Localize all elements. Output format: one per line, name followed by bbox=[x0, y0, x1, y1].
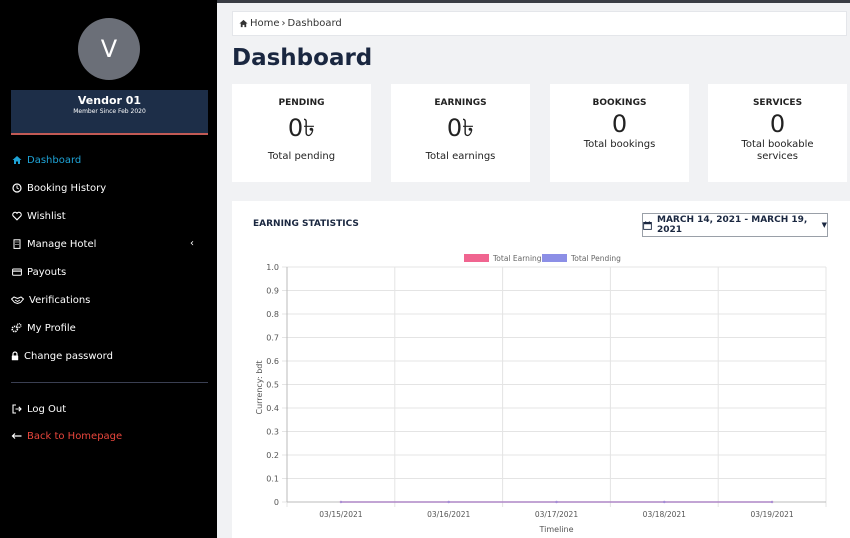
y-tick-label: 1.0 bbox=[266, 263, 279, 272]
sidebar-divider bbox=[11, 382, 208, 383]
sidebar-item-label: Change password bbox=[24, 350, 113, 362]
breadcrumb-current: Dashboard bbox=[287, 18, 342, 29]
sidebar-item-log-out[interactable]: Log Out bbox=[11, 401, 66, 417]
data-point bbox=[339, 500, 343, 504]
data-point bbox=[555, 500, 558, 504]
x-tick-label: 03/16/2021 bbox=[427, 510, 470, 519]
bookings-card: BOOKINGS 0 Total bookings bbox=[550, 84, 689, 182]
sidebar-item-my-profile[interactable]: My Profile bbox=[11, 320, 76, 336]
vendor-card: Vendor 01 Member Since Feb 2020 bbox=[11, 90, 208, 135]
handshake-icon bbox=[11, 295, 24, 306]
y-tick-label: 0.3 bbox=[266, 428, 279, 437]
sidebar-item-label: Manage Hotel bbox=[27, 238, 97, 250]
y-tick-label: 0.1 bbox=[266, 475, 279, 484]
legend-swatch bbox=[464, 254, 489, 262]
member-since: Member Since Feb 2020 bbox=[73, 108, 146, 115]
sidebar-item-booking-history[interactable]: Booking History bbox=[11, 180, 106, 196]
x-tick-label: 03/19/2021 bbox=[750, 510, 793, 519]
breadcrumb-home[interactable]: Home bbox=[250, 18, 280, 29]
legend-swatch bbox=[542, 254, 567, 262]
x-tick-label: 03/17/2021 bbox=[535, 510, 578, 519]
earning-statistics-panel: EARNING STATISTICS MARCH 14, 2021 - MARC… bbox=[232, 201, 850, 538]
home-icon bbox=[239, 19, 248, 28]
credit-card-icon bbox=[11, 267, 22, 278]
chevron-left-icon[interactable]: ‹ bbox=[190, 238, 194, 249]
y-tick-label: 0.8 bbox=[266, 310, 279, 319]
card-title: BOOKINGS bbox=[592, 98, 647, 108]
sidebar-item-label: Verifications bbox=[29, 294, 91, 306]
card-subtitle: Total bookable services bbox=[741, 139, 814, 162]
y-tick-label: 0.2 bbox=[266, 451, 279, 460]
building-icon bbox=[11, 239, 22, 250]
y-tick-label: 0.7 bbox=[266, 334, 279, 343]
sidebar-item-dashboard[interactable]: Dashboard bbox=[11, 152, 81, 168]
heart-icon bbox=[11, 211, 22, 222]
card-title: PENDING bbox=[278, 98, 325, 108]
sidebar-item-change-password[interactable]: Change password bbox=[11, 348, 113, 364]
calendar-icon bbox=[643, 220, 652, 230]
y-tick-label: 0.6 bbox=[266, 357, 279, 366]
chart-title: EARNING STATISTICS bbox=[253, 219, 359, 229]
x-tick-label: 03/15/2021 bbox=[319, 510, 362, 519]
card-value: 0৳ bbox=[287, 114, 316, 142]
sidebar-item-label: Payouts bbox=[27, 266, 67, 278]
sidebar: V Vendor 01 Member Since Feb 2020 Dashbo… bbox=[0, 0, 217, 538]
legend-label: Total Pending bbox=[570, 254, 621, 263]
caret-down-icon: ▼ bbox=[821, 221, 827, 229]
sidebar-item-payouts[interactable]: Payouts bbox=[11, 264, 66, 280]
data-point bbox=[770, 500, 774, 504]
pending-card: PENDING 0৳ Total pending bbox=[232, 84, 371, 182]
y-tick-label: 0.4 bbox=[266, 404, 279, 413]
y-axis-title: Currency: bdt bbox=[255, 361, 264, 415]
sidebar-item-label: Wishlist bbox=[27, 210, 66, 222]
x-axis-title: Timeline bbox=[538, 525, 573, 534]
avatar[interactable]: V bbox=[78, 18, 140, 80]
lock-icon bbox=[11, 351, 19, 362]
legend-label: Total Earning bbox=[492, 254, 542, 263]
sidebar-item-verifications[interactable]: Verifications bbox=[11, 292, 90, 308]
data-point bbox=[447, 500, 450, 504]
y-tick-label: 0.9 bbox=[266, 287, 279, 296]
data-point bbox=[663, 500, 666, 504]
y-tick-label: 0 bbox=[274, 498, 279, 507]
breadcrumb: Home › Dashboard bbox=[232, 11, 847, 36]
sidebar-item-back-to-homepage[interactable]: Back to Homepage bbox=[11, 428, 122, 444]
y-tick-label: 0.5 bbox=[266, 381, 279, 390]
sidebar-item-label: Log Out bbox=[27, 403, 67, 415]
gears-icon bbox=[11, 323, 22, 334]
vendor-name: Vendor 01 bbox=[77, 94, 142, 107]
card-value: 0৳ bbox=[446, 114, 475, 142]
card-subtitle: Total pending bbox=[267, 151, 336, 162]
sign-out-icon bbox=[11, 404, 22, 415]
earning-chart: 0 0.1 0.2 0.3 0.4 0.5 0.6 0.7 0.8 0.9 1.0 03/15/202… bbox=[255, 254, 827, 534]
earnings-card: EARNINGS 0৳ Total earnings bbox=[391, 84, 530, 182]
date-range-label: MARCH 14, 2021 - MARCH 19, 2021 bbox=[657, 215, 808, 235]
sidebar-item-label: Booking History bbox=[27, 182, 107, 194]
clock-icon bbox=[11, 183, 22, 194]
card-subtitle: Total earnings bbox=[425, 151, 496, 162]
avatar-letter: V bbox=[100, 35, 118, 63]
card-title: EARNINGS bbox=[434, 98, 487, 108]
sidebar-item-wishlist[interactable]: Wishlist bbox=[11, 208, 66, 224]
sidebar-item-label: My Profile bbox=[27, 322, 76, 334]
arrow-left-icon bbox=[11, 431, 22, 442]
services-card: SERVICES 0 Total bookable services bbox=[708, 84, 847, 182]
card-title: SERVICES bbox=[752, 98, 803, 108]
sidebar-item-label: Dashboard bbox=[27, 154, 82, 166]
card-value: 0 bbox=[769, 110, 786, 138]
date-range-picker[interactable]: MARCH 14, 2021 - MARCH 19, 2021 ▼ bbox=[642, 213, 828, 237]
x-tick-label: 03/18/2021 bbox=[643, 510, 686, 519]
sidebar-item-label: Back to Homepage bbox=[27, 430, 123, 442]
page-title: Dashboard bbox=[232, 45, 373, 71]
card-subtitle: Total bookings bbox=[583, 139, 656, 150]
sidebar-item-manage-hotel[interactable]: Manage Hotel bbox=[11, 236, 96, 252]
card-value: 0 bbox=[611, 110, 628, 138]
breadcrumb-separator: › bbox=[281, 18, 286, 29]
top-border bbox=[0, 0, 850, 3]
home-icon bbox=[11, 155, 22, 166]
